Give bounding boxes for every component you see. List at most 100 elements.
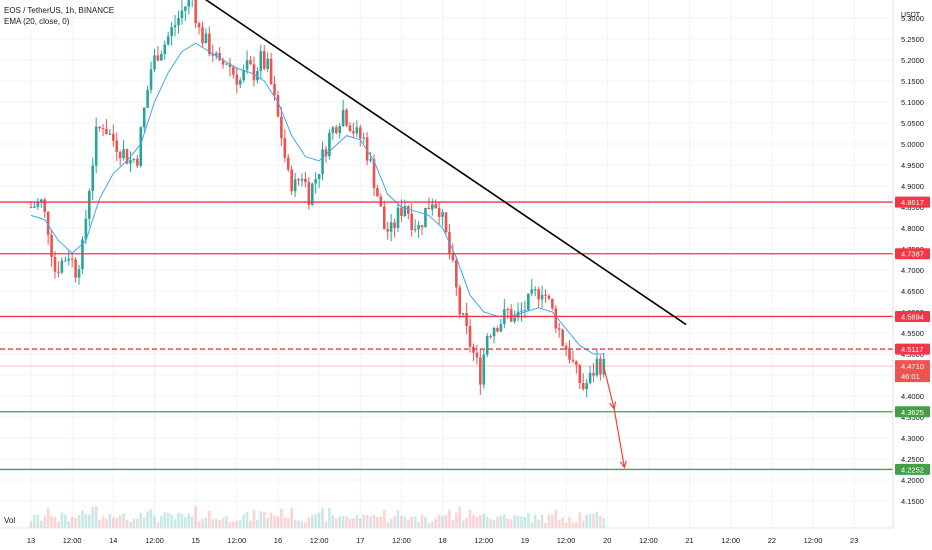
candle-body [139, 127, 143, 166]
volume-bar [533, 514, 537, 528]
candle-body [506, 309, 510, 311]
y-tick-label: 4.9000 [901, 182, 924, 191]
candle-body [166, 36, 170, 45]
volume-bar [578, 512, 582, 528]
volume-bar [197, 521, 201, 528]
volume-bar [496, 517, 499, 528]
candle-body [304, 178, 307, 183]
grid-layer [0, 0, 893, 528]
volume-bar [424, 516, 427, 528]
y-tick-label: 4.6500 [901, 287, 924, 296]
volume-bar [527, 512, 530, 528]
x-tick-label: 12:00 [474, 536, 493, 545]
volume-bar [372, 515, 376, 528]
candle-body [461, 313, 465, 315]
candle-body [458, 287, 462, 315]
candle-body [201, 27, 204, 44]
candle-body [307, 182, 311, 205]
candle-body [328, 132, 331, 157]
x-tick-label: 12:00 [639, 536, 658, 545]
candle-body [276, 95, 280, 117]
candle-body [455, 260, 458, 288]
x-tick-label: 12:00 [721, 536, 740, 545]
candle-body [310, 183, 314, 205]
y-tick-label: 5.0000 [901, 140, 924, 149]
candle-body [88, 190, 91, 219]
volume-bar [225, 516, 228, 528]
candle-body [194, 0, 197, 24]
volume-bar [434, 518, 438, 528]
candle-body [211, 54, 215, 56]
y-tick-label: 5.1500 [901, 77, 924, 86]
volume-bar [413, 516, 417, 528]
candle-body [221, 60, 225, 65]
candle-body [105, 128, 108, 135]
candle-body [482, 354, 486, 385]
volume-bar [112, 517, 115, 528]
candle-body [74, 259, 77, 278]
volume-bar [98, 519, 101, 528]
x-tick-label: 17 [356, 536, 364, 545]
volume-label: Vol [4, 516, 16, 525]
volume-bar [503, 514, 506, 528]
candle-body [115, 140, 119, 152]
candle-body [187, 0, 191, 7]
volume-bar [376, 517, 379, 528]
candle-body [557, 328, 561, 330]
volume-bar [489, 519, 492, 528]
volume-bar [475, 516, 479, 528]
volume-bar [276, 516, 280, 528]
volume-bar [286, 518, 290, 528]
y-tick-label: 5.2000 [901, 56, 924, 65]
volume-bar [472, 514, 475, 528]
candle-body [280, 116, 283, 139]
candle-body [238, 80, 242, 85]
volume-bar [91, 507, 95, 528]
candle-body [331, 127, 335, 133]
volume-bar [300, 521, 304, 528]
candle-body [599, 358, 602, 375]
volume-bar [160, 516, 163, 528]
candle-body [465, 313, 468, 327]
candle-body [125, 149, 129, 164]
volume-bar [77, 515, 81, 528]
time-axis: 13 12:00 14 12:00 15 12:00 16 12:00 17 12:00 18 12:… [0, 527, 893, 550]
volume-bar [431, 521, 434, 528]
candle-body [479, 357, 482, 385]
candle-body [547, 295, 551, 299]
candle-body [554, 308, 558, 329]
candle-body [389, 222, 393, 232]
volume-bar [588, 513, 592, 528]
volume-layer [29, 506, 606, 528]
volume-bar [81, 510, 84, 528]
candle-body [249, 60, 252, 65]
volume-bar [214, 519, 218, 528]
volume-bar [602, 518, 606, 528]
candle-body [184, 6, 187, 11]
volume-bar [153, 516, 156, 528]
level-price-tag: 4.2252 [901, 465, 924, 474]
volume-bar [328, 507, 331, 528]
volume-bar [407, 519, 410, 528]
candle-body [297, 179, 300, 181]
volume-bar [149, 508, 153, 528]
volume-bar [283, 517, 287, 528]
candle-body [489, 335, 492, 337]
y-tick-label: 4.1500 [901, 497, 924, 506]
volume-bar [84, 513, 88, 528]
y-tick-label: 4.4000 [901, 392, 924, 401]
candle-body [208, 33, 211, 55]
candle-body [70, 258, 74, 260]
volume-bar [427, 523, 431, 528]
candle-body [286, 157, 290, 170]
candle-body [431, 204, 434, 210]
candle-body [355, 127, 359, 134]
candle-body [266, 58, 269, 69]
volume-bar [39, 520, 43, 528]
candle-body [290, 169, 293, 192]
volume-bar [393, 515, 396, 528]
candle-body [341, 109, 345, 127]
candle-body [112, 133, 115, 141]
volume-bar [341, 515, 345, 528]
